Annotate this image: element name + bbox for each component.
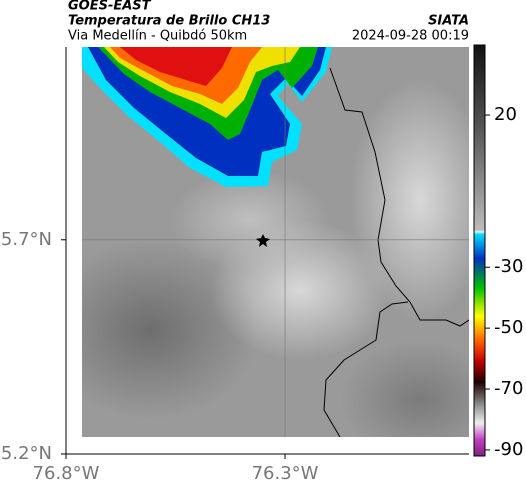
brand: SIATA [428,14,469,29]
x-tick-label: 76.8°W [33,463,100,484]
colorbar-tick-label: 20 [494,104,517,125]
y-tick-label: 5.2°N [1,443,52,464]
y-tick-label: 5.7°N [1,229,52,250]
grid [82,47,469,437]
colorbar-tick-label: -50 [494,317,523,338]
colorbar-tick-label: -70 [494,378,523,399]
satellite-image [82,47,469,437]
subtitle: Via Medellín - Quibdó 50km [68,29,247,44]
colorbar-tick-label: -30 [494,256,523,277]
colorbar-tick-label: -90 [494,439,523,460]
colorbar [473,44,486,457]
x-tick-label: 76.3°W [252,463,319,484]
title: Temperatura de Brillo CH13 [68,14,270,29]
station-marker [256,234,270,247]
timestamp: 2024-09-28 00:19 [352,29,469,44]
source: GOES-EAST [68,0,152,14]
